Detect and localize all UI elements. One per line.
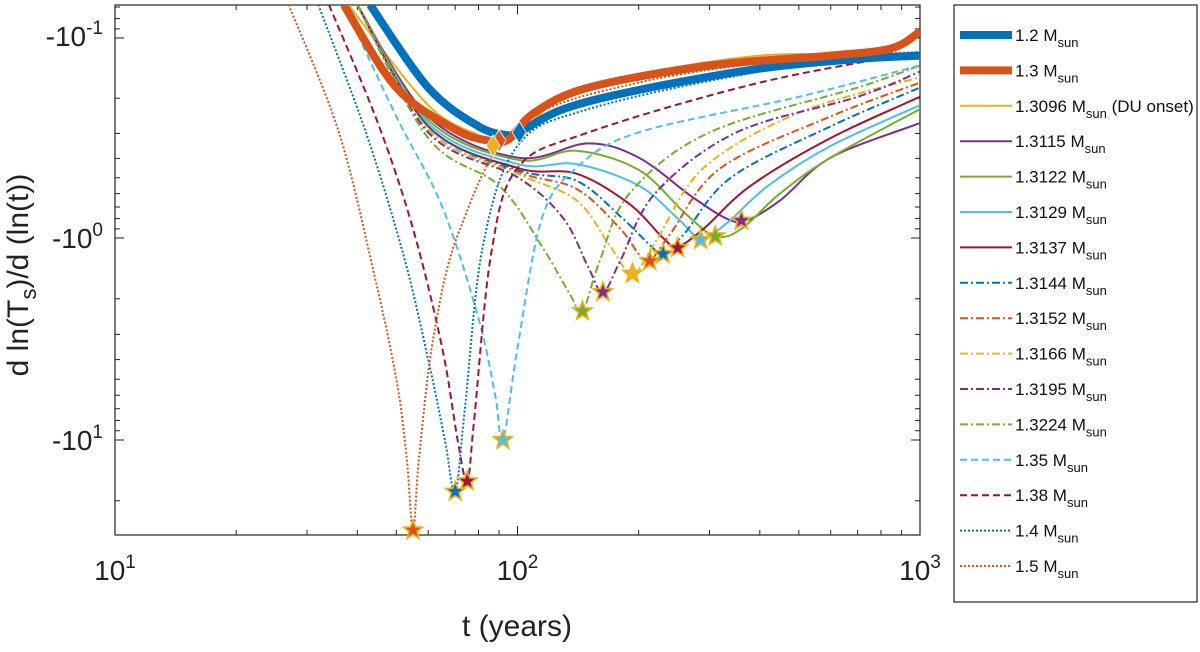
legend-label-0: 1.2 Msun — [1015, 26, 1079, 50]
x-tick-label-1: 102 — [497, 552, 539, 586]
legend-label-11: 1.3224 Msun — [1015, 415, 1107, 439]
legend-label-1: 1.3 Msun — [1015, 61, 1079, 85]
series-marker-8 — [638, 248, 662, 271]
series-line-1 — [340, 5, 920, 147]
series-marker-6 — [666, 235, 690, 258]
y-tick-label-2: -101 — [52, 422, 103, 456]
series-marker-9 — [620, 261, 645, 284]
legend-box — [953, 4, 1198, 603]
legend-label-10: 1.3195 Msun — [1015, 380, 1107, 404]
legend: 1.2 Msun 1.3 Msun 1.3096 Msun (DU onset) 1.… — [960, 26, 1194, 581]
series-marker-13 — [455, 468, 479, 492]
series-marker-10 — [591, 279, 615, 302]
series-line-3 — [356, 5, 920, 224]
legend-label-7: 1.3144 Msun — [1015, 274, 1107, 298]
y-tick-label-1: -100 — [52, 220, 103, 254]
series-marker-15 — [401, 518, 425, 541]
series-line-0 — [366, 5, 920, 140]
x-axis-label: t (years) — [462, 610, 572, 643]
legend-label-9: 1.3166 Msun — [1015, 345, 1107, 369]
series-marker-7 — [651, 241, 675, 264]
plot-area — [114, 4, 921, 536]
x-tick-labels: 101 102 103 — [94, 552, 941, 586]
series-marker-12 — [491, 427, 515, 450]
y-axis-label: d ln(Ts)/d (ln(t)) — [2, 174, 41, 377]
y-tick-labels: -10-1 -100 -101 — [46, 18, 103, 456]
legend-label-12: 1.35 Msun — [1015, 451, 1088, 475]
series-line-14 — [317, 5, 920, 493]
series-marker-11 — [570, 298, 595, 322]
series-line-9 — [356, 5, 920, 275]
legend-label-3: 1.3115 Msun — [1015, 132, 1106, 156]
series-marker-5 — [688, 227, 713, 250]
legend-label-6: 1.3137 Msun — [1015, 238, 1107, 262]
axis-ticks — [114, 5, 921, 535]
series-marker-3 — [729, 208, 754, 231]
series-marker-14 — [443, 479, 467, 502]
series-layer — [287, 5, 920, 532]
series-marker-0 — [511, 120, 527, 145]
x-tick-label-0: 101 — [94, 552, 136, 586]
series-line-7 — [356, 5, 920, 256]
series-marker-4 — [703, 223, 727, 247]
legend-label-4: 1.3122 Msun — [1015, 168, 1107, 192]
series-line-10 — [356, 5, 920, 293]
legend-label-8: 1.3152 Msun — [1015, 309, 1107, 333]
legend-label-14: 1.4 Msun — [1015, 522, 1079, 546]
series-line-4 — [356, 5, 920, 239]
series-line-12 — [342, 5, 920, 443]
y-tick-label-0: -10-1 — [46, 18, 103, 52]
series-line-13 — [327, 5, 920, 483]
legend-label-2: 1.3096 Msun (DU onset) — [1015, 97, 1194, 121]
series-marker-2 — [485, 134, 501, 158]
marker-layer — [401, 120, 754, 541]
legend-label-5: 1.3129 Msun — [1015, 203, 1107, 227]
legend-label-13: 1.38 Msun — [1015, 486, 1088, 510]
legend-label-15: 1.5 Msun — [1015, 557, 1079, 581]
x-tick-label-2: 103 — [899, 552, 941, 586]
